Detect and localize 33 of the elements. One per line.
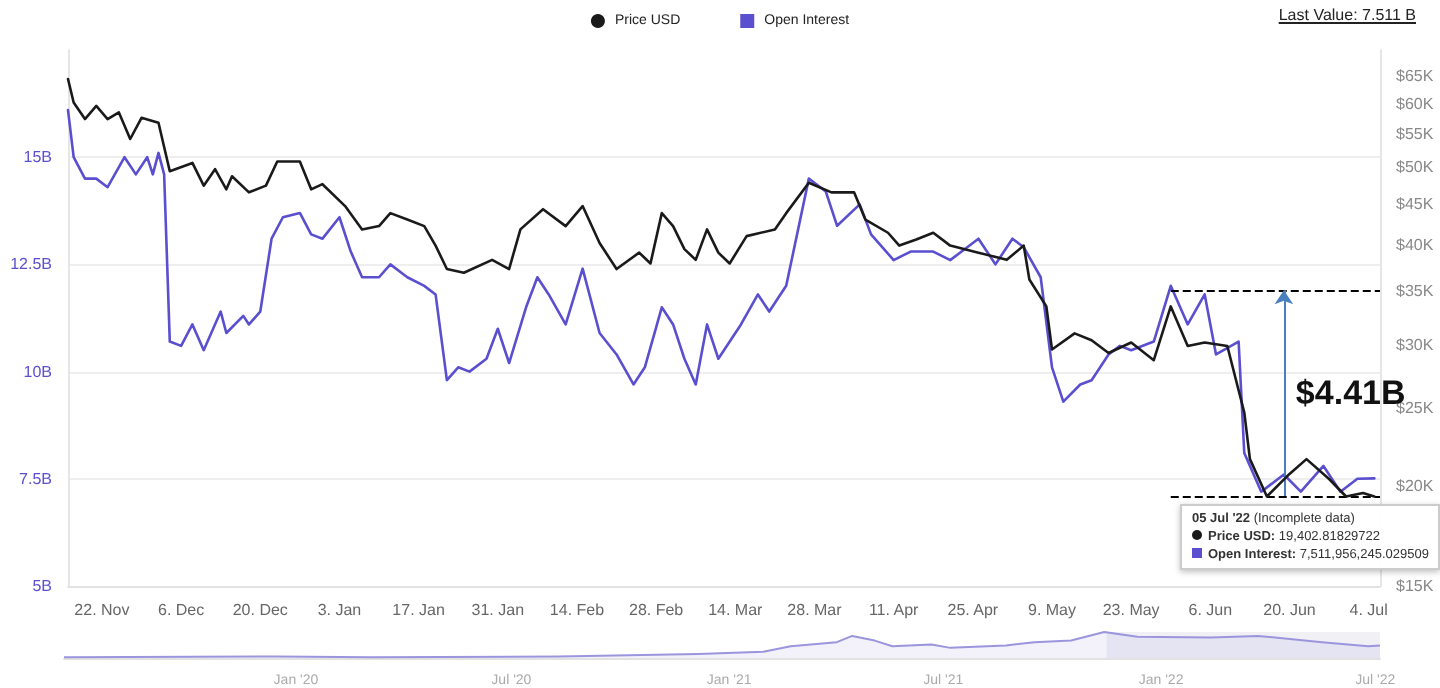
- y-tick-label: 12.5B: [10, 255, 52, 274]
- y2-tick-label: $35K: [1396, 282, 1435, 301]
- y2-tick-label: $50K: [1396, 158, 1435, 177]
- x-tick-label: 4. Jul: [1349, 601, 1389, 619]
- x-tick-label: 11. Apr: [868, 601, 920, 619]
- y-tick-label: 5B: [32, 577, 52, 595]
- text: Last Value: 7.511 B: [1278, 6, 1416, 24]
- x-tick-label: 6. Dec: [157, 601, 205, 619]
- x-tick-label: 20. Jun: [1263, 601, 1316, 619]
- y-tick-label: 15B: [23, 148, 52, 167]
- x-tick-label: 23. May: [1102, 601, 1160, 619]
- y-tick-label: 7.5B: [19, 469, 52, 488]
- x-tick-label: 28. Mar: [787, 601, 843, 619]
- x-tick-label: 28. Feb: [629, 601, 685, 619]
- x-tick-label: 6. Jun: [1188, 601, 1233, 619]
- x-tick-label: 3. Jan: [317, 601, 362, 619]
- y2-tick-label: $55K: [1396, 124, 1435, 143]
- y2-tick-label: $15K: [1396, 577, 1435, 595]
- x-tick-label: 17. Jan: [392, 601, 445, 619]
- x-tick-label: 25. Apr: [947, 601, 999, 619]
- x-tick-label: 14. Mar: [708, 601, 764, 619]
- x-tick-label: 22. Nov: [74, 601, 130, 619]
- y2-tick-label: $20K: [1396, 476, 1435, 495]
- x-tick-label: 9. May: [1027, 601, 1077, 619]
- x-tick-label: 20. Dec: [232, 601, 288, 619]
- y2-tick-label: $40K: [1396, 235, 1435, 254]
- y2-tick-label: $30K: [1396, 335, 1435, 354]
- x-tick-label: 31. Jan: [471, 601, 525, 619]
- y2-tick-label: $60K: [1396, 94, 1435, 113]
- y-tick-label: 10B: [23, 362, 52, 381]
- y2-tick-label: $45K: [1396, 194, 1435, 213]
- y2-tick-label: $65K: [1396, 66, 1435, 85]
- x-tick-label: 14. Feb: [549, 601, 606, 619]
